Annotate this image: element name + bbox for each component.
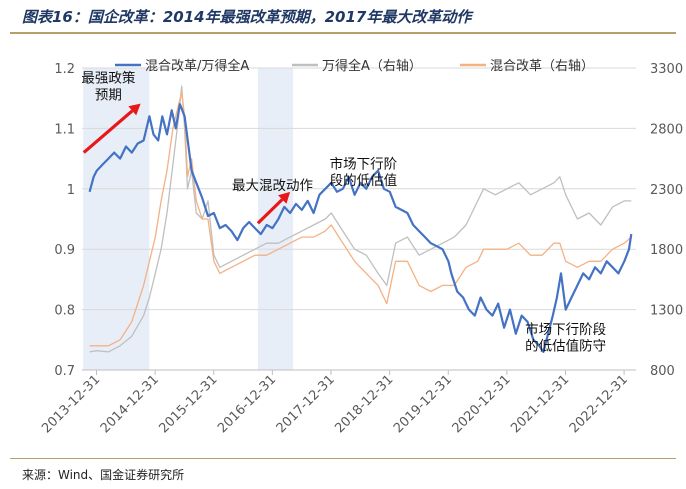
annotation-label: 市场下行阶段: [525, 321, 606, 338]
y-right-tick-label: 1800: [650, 243, 683, 258]
legend-label: 混合改革（右轴）: [490, 59, 594, 74]
y-right-tick-label: 2800: [650, 122, 683, 137]
x-tick-label: 2013-12-31: [39, 372, 103, 436]
annotation-label: 最大混改动作: [232, 178, 313, 194]
annotation-arrow-2: [256, 191, 291, 225]
legend-label: 万得全A（右轴）: [322, 58, 422, 74]
y-left-tick-label: 0.9: [54, 243, 75, 258]
y-left-tick-label: 0.7: [54, 364, 75, 379]
y-right-tick-label: 2300: [650, 183, 683, 198]
x-tick-label: 2017-12-31: [274, 372, 338, 436]
y-left-tick-label: 1: [67, 183, 75, 198]
annotation-label: 的低估值防守: [525, 339, 606, 355]
legend-item-2: 万得全A（右轴）: [292, 58, 422, 74]
x-tick-label: 2015-12-31: [157, 372, 221, 436]
x-tick-label: 2018-12-31: [332, 372, 396, 436]
title-rule: [10, 32, 676, 34]
y-left-tick-label: 0.8: [54, 304, 75, 319]
annotation-label: 最强政策: [81, 69, 135, 86]
legend-item-3: 混合改革（右轴）: [460, 59, 594, 74]
annotation-label: 市场下行阶: [330, 155, 398, 172]
shaded-period-1: [83, 68, 150, 370]
y-right-tick-label: 3300: [650, 62, 683, 77]
y-right-tick-label: 1300: [650, 304, 683, 319]
x-tick-label: 2021-12-31: [508, 372, 572, 436]
series-line-1: [88, 103, 633, 353]
x-tick-label: 2019-12-31: [391, 372, 455, 436]
y-left-tick-label: 1.1: [54, 122, 75, 137]
figure-title: 图表16：国企改革：2014年最强改革预期，2017年最大改革动作: [22, 8, 472, 26]
legend-label: 混合改革/万得全A: [145, 58, 249, 74]
x-tick-label: 2014-12-31: [98, 372, 162, 436]
y-right-tick-label: 800: [650, 364, 675, 379]
source-rule: [10, 458, 676, 459]
legend-item-1: 混合改革/万得全A: [115, 58, 249, 74]
x-tick-label: 2022-12-31: [567, 372, 631, 436]
x-tick-label: 2020-12-31: [450, 372, 514, 436]
annotation-label: 预期: [95, 87, 122, 103]
series-line-3: [89, 91, 632, 347]
y-left-tick-label: 1.2: [54, 62, 75, 77]
series-line-2: [89, 85, 632, 353]
annotation-arrow-1: [82, 103, 141, 154]
x-tick-label: 2016-12-31: [215, 372, 279, 436]
source-note: 来源：Wind、国金证券研究所: [22, 468, 185, 482]
annotation-label: 段的低估值: [330, 173, 398, 189]
